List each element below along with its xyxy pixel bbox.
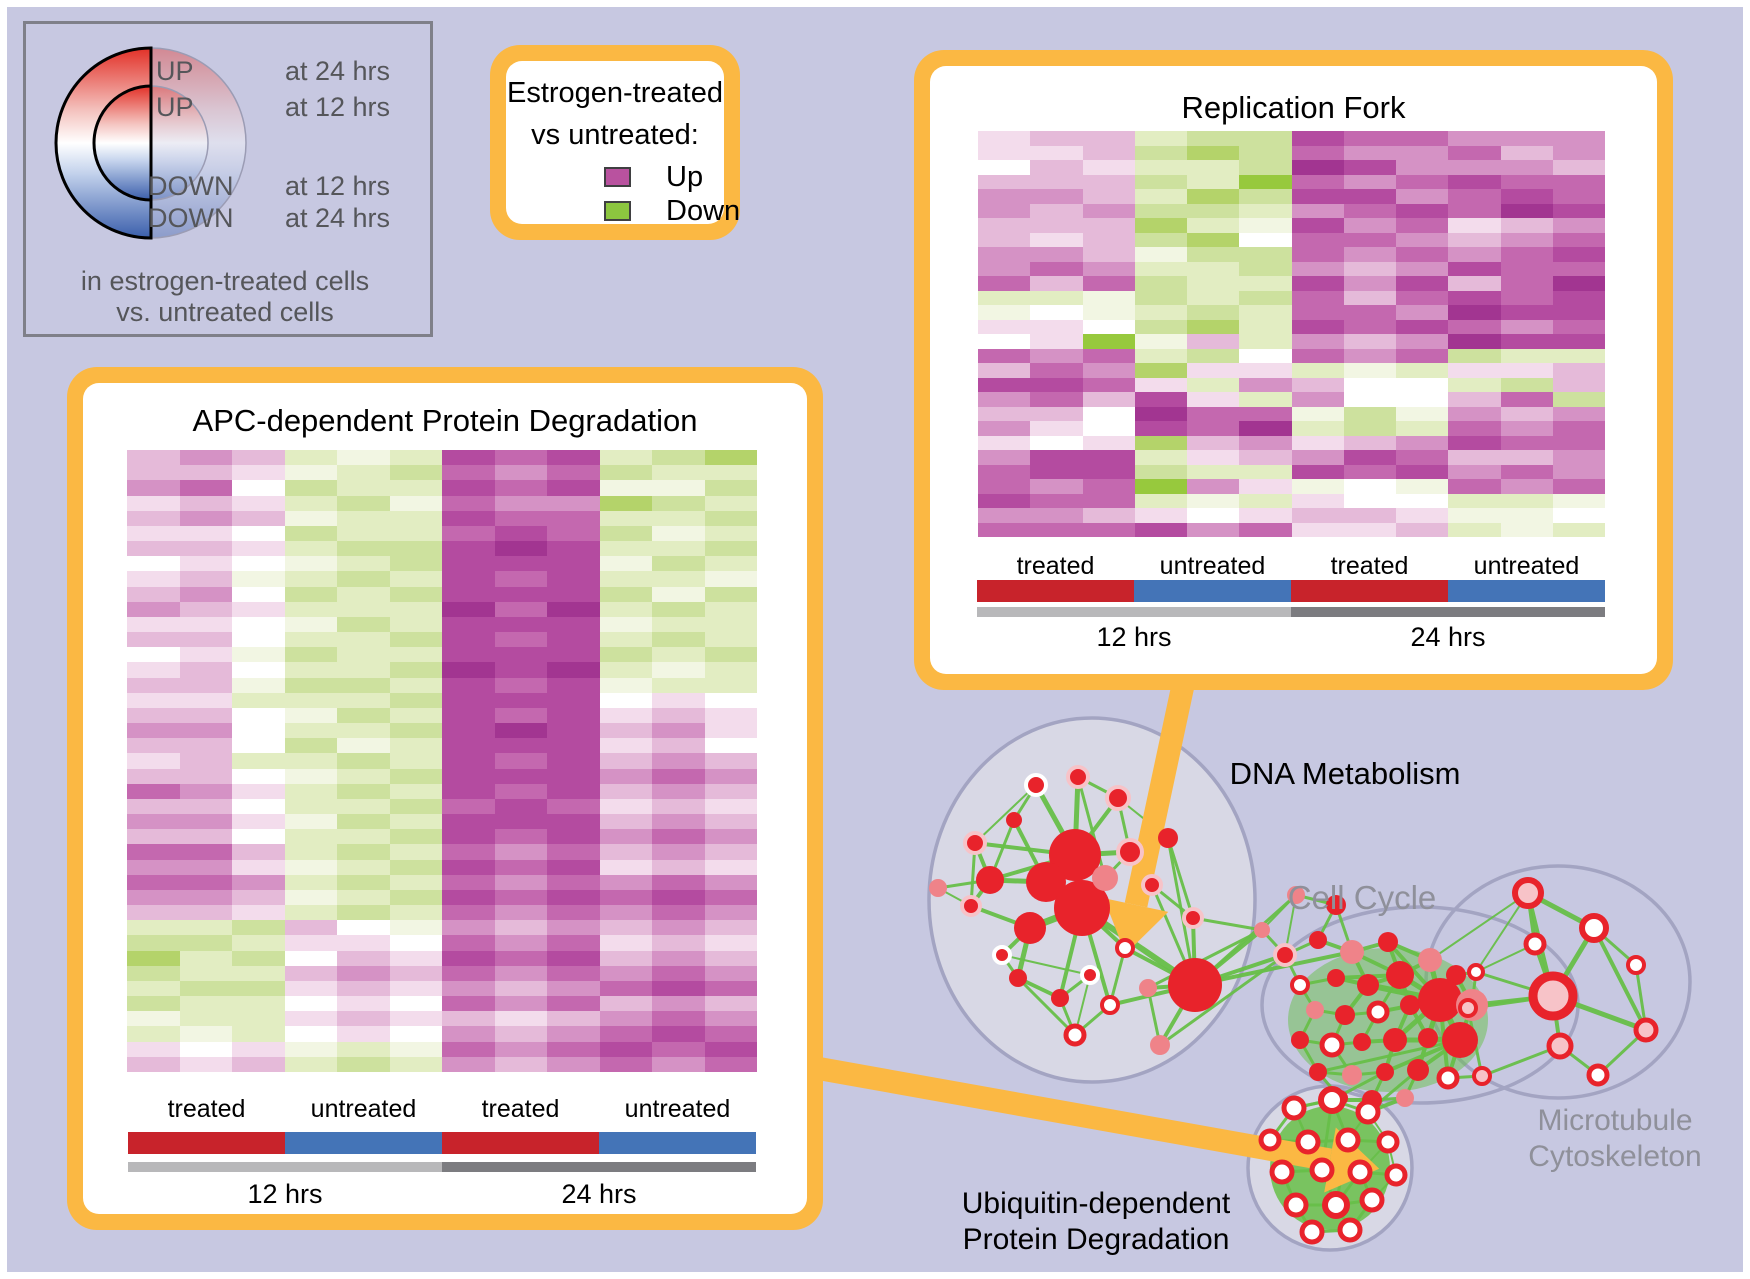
apc-untreated-12: untreated xyxy=(310,1095,417,1123)
concentric-circle-legend-icon xyxy=(54,46,247,240)
cell-cycle-label: Cell Cycle xyxy=(1287,879,1437,916)
down-swatch-icon xyxy=(604,201,631,221)
circle-legend-at12b: at 12 hrs xyxy=(284,171,390,201)
apc-treated-24: treated xyxy=(481,1095,560,1123)
rf-24hrs-label: 24 hrs xyxy=(1410,622,1486,652)
microtubule-label-line2: Cytoskeleton xyxy=(1528,1140,1702,1173)
circle-legend-footer1: in estrogen-treated cells xyxy=(80,266,370,296)
up-swatch-icon xyxy=(604,167,631,187)
circle-legend-at12: at 12 hrs xyxy=(284,92,390,122)
apc-heatmap xyxy=(127,450,757,1072)
replication-fork-heatmap xyxy=(978,131,1605,537)
rf-12hrs-label: 12 hrs xyxy=(1096,622,1172,652)
replication-fork-panel: Replication Fork treated untreated treat… xyxy=(914,50,1673,690)
circle-legend-at24b: at 24 hrs xyxy=(284,203,390,233)
apc-12hrs-label: 12 hrs xyxy=(247,1179,323,1209)
microtubule-label: Microtubule Cytoskeleton xyxy=(1485,1103,1745,1175)
apc-condition-bar xyxy=(128,1132,756,1154)
circle-legend-footer2: vs. untreated cells xyxy=(116,297,334,327)
apc-panel: APC-dependent Protein Degradation treate… xyxy=(67,367,823,1230)
apc-untreated-24: untreated xyxy=(624,1095,731,1123)
rf-treated-12: treated xyxy=(1016,552,1095,580)
rf-condition-bar xyxy=(977,580,1605,602)
apc-title: APC-dependent Protein Degradation xyxy=(192,403,698,438)
circle-legend-down24: DOWN xyxy=(148,203,234,233)
down-label: Down xyxy=(666,195,741,227)
replication-fork-title: Replication Fork xyxy=(1181,90,1406,125)
ubiquitin-label-line1: Ubiquitin-dependent xyxy=(961,1187,1231,1220)
apc-time-bar xyxy=(128,1162,756,1172)
rf-untreated-12: untreated xyxy=(1159,552,1266,580)
circle-legend-at24: at 24 hrs xyxy=(284,56,390,86)
ubiquitin-label: Ubiquitin-dependent Protein Degradation xyxy=(946,1186,1246,1258)
updown-legend-panel: Estrogen-treated vs untreated: Up Down xyxy=(490,45,740,240)
ubiquitin-label-line2: Protein Degradation xyxy=(962,1223,1230,1256)
rf-time-bar xyxy=(977,607,1605,617)
rf-group-labels: treated untreated treated untreated xyxy=(977,552,1605,581)
rf-treated-24: treated xyxy=(1330,552,1409,580)
apc-time-labels: 12 hrs 24 hrs xyxy=(128,1179,756,1210)
updown-legend-title1: Estrogen-treated xyxy=(506,77,723,109)
circle-legend-up24: UP xyxy=(156,56,194,86)
apc-treated-12: treated xyxy=(167,1095,246,1123)
updown-legend-title2: vs untreated: xyxy=(531,119,699,151)
rf-time-labels: 12 hrs 24 hrs xyxy=(977,622,1605,653)
circle-legend-up12: UP xyxy=(156,92,194,122)
circle-legend-down12: DOWN xyxy=(148,171,234,201)
circle-legend-box xyxy=(23,21,433,337)
up-label: Up xyxy=(666,161,704,193)
apc-group-labels: treated untreated treated untreated xyxy=(128,1095,756,1124)
apc-24hrs-label: 24 hrs xyxy=(561,1179,637,1209)
rf-untreated-24: untreated xyxy=(1473,552,1580,580)
dna-metabolism-label: DNA Metabolism xyxy=(1229,756,1461,791)
microtubule-label-line1: Microtubule xyxy=(1537,1104,1693,1137)
